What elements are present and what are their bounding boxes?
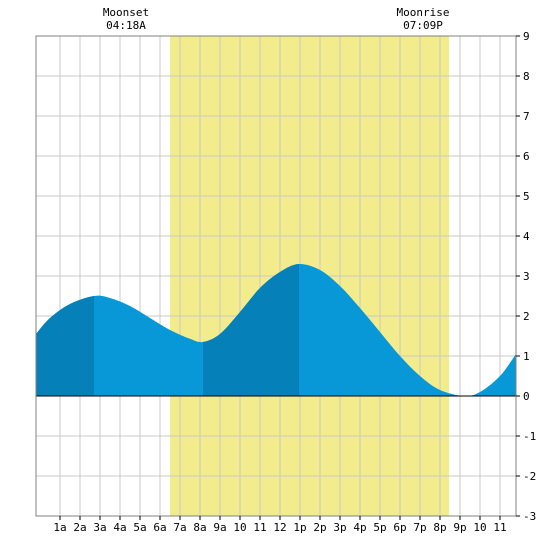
x-tick-label-6p-17: 6p <box>393 521 406 534</box>
y-tick-label--1: -1 <box>523 430 536 443</box>
y-tick-label-8: 8 <box>523 70 530 83</box>
x-tick-label-4p-15: 4p <box>353 521 366 534</box>
x-tick-label-5a-4: 5a <box>133 521 146 534</box>
x-tick-label-6a-5: 6a <box>153 521 166 534</box>
moon-event-time-1: 07:09P <box>403 19 443 32</box>
y-tick-label-7: 7 <box>523 110 530 123</box>
x-tick-label-2a-1: 2a <box>73 521 86 534</box>
x-tick-label-1a-0: 1a <box>53 521 66 534</box>
x-tick-label-8p-19: 8p <box>433 521 446 534</box>
x-tick-label-3p-14: 3p <box>333 521 346 534</box>
axes-layer: 1a 2a 3a 4a 5a 6a 7a 8a 9a 10 11 12 1p 2p 3p 4p 5p 6p 7p 8p… <box>35 30 536 534</box>
x-tick-label-2p-13: 2p <box>313 521 326 534</box>
y-tick-label--3: -3 <box>523 510 536 523</box>
moon-event-time-0: 04:18A <box>106 19 146 32</box>
moon-event-name-1: Moonrise <box>397 6 450 19</box>
y-tick-label-0: 0 <box>523 390 530 403</box>
x-tick-label-11-10: 11 <box>253 521 266 534</box>
y-tick-label-5: 5 <box>523 190 530 203</box>
y-tick-label--2: -2 <box>523 470 536 483</box>
x-tick-label-10-21: 10 <box>473 521 486 534</box>
x-tick-label-7a-6: 7a <box>173 521 186 534</box>
y-tick-label-2: 2 <box>523 310 530 323</box>
x-tick-label-8a-7: 8a <box>193 521 206 534</box>
x-tick-label-7p-18: 7p <box>413 521 426 534</box>
x-tick-label-9a-8: 9a <box>213 521 226 534</box>
x-tick-label-3a-2: 3a <box>93 521 106 534</box>
y-tick-label-9: 9 <box>523 30 530 43</box>
x-tick-label-12-11: 12 <box>273 521 286 534</box>
x-tick-label-11-22: 11 <box>493 521 506 534</box>
x-tick-label-9p-20: 9p <box>453 521 466 534</box>
y-tick-label-6: 6 <box>523 150 530 163</box>
y-tick-label-4: 4 <box>523 230 530 243</box>
x-tick-label-10-9: 10 <box>233 521 246 534</box>
x-tick-label-5p-16: 5p <box>373 521 386 534</box>
x-tick-label-4a-3: 4a <box>113 521 126 534</box>
y-tick-label-3: 3 <box>523 270 530 283</box>
y-tick-label-1: 1 <box>523 350 530 363</box>
moon-event-name-0: Moonset <box>103 6 149 19</box>
x-tick-label-1p-12: 1p <box>293 521 306 534</box>
